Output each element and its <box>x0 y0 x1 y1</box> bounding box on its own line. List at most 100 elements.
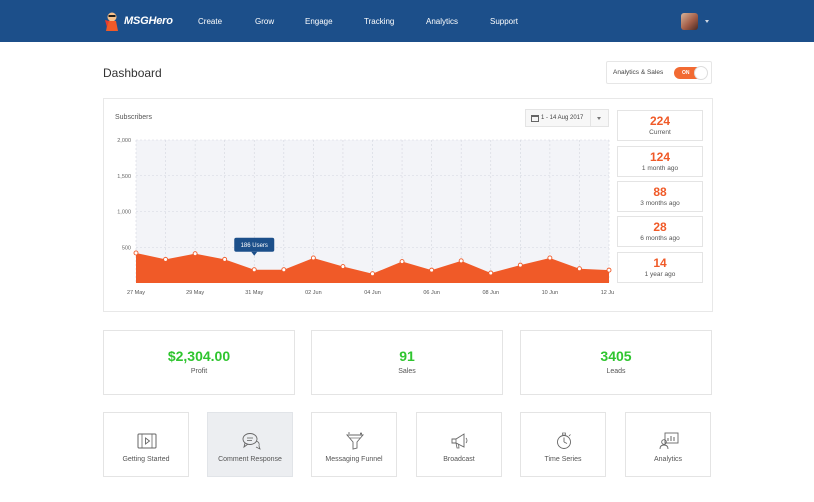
data-point <box>310 255 316 261</box>
data-point <box>517 262 523 268</box>
x-tick-label: 08 Jun <box>482 290 499 296</box>
data-point <box>192 251 198 257</box>
tile-label: Broadcast <box>443 456 475 463</box>
megaphone-icon <box>451 433 468 449</box>
subscribers-chart: 500 1,000 1,500 2,000 27 May 29 May 31 May 02 J… <box>117 138 614 296</box>
x-tick-label: 02 Jun <box>305 290 322 296</box>
y-tick-label: 1,500 <box>117 174 131 180</box>
data-point <box>251 267 257 273</box>
tile-label: Getting Started <box>122 456 170 463</box>
logo[interactable]: MSGHero <box>103 10 173 32</box>
nav-engage[interactable]: Engage <box>305 17 333 26</box>
stat-label: Current <box>649 129 671 136</box>
data-point <box>606 267 612 273</box>
nav-tracking[interactable]: Tracking <box>364 17 395 26</box>
calendar-icon <box>531 115 539 122</box>
stat-3-months-ago: 88 3 months ago <box>617 181 703 212</box>
stat-1-month-ago: 124 1 month ago <box>617 146 703 177</box>
chat-bubbles-icon <box>242 433 261 450</box>
funnel-icon <box>346 432 364 450</box>
stat-6-months-ago: 28 6 months ago <box>617 216 703 247</box>
data-point <box>547 255 553 261</box>
chevron-down-icon[interactable] <box>705 20 709 23</box>
stat-value: 14 <box>653 256 667 270</box>
x-tick-label: 27 May <box>127 290 145 296</box>
kpi-value: $2,304.00 <box>167 348 231 364</box>
tile-messaging-funnel[interactable]: Messaging Funnel <box>311 412 397 477</box>
x-tick-label: 12 Jun <box>601 290 614 296</box>
kpi-label: Sales <box>398 368 416 375</box>
nav-create[interactable]: Create <box>198 17 223 26</box>
stat-label: 3 months ago <box>640 200 680 207</box>
data-point <box>399 259 405 265</box>
tile-label: Comment Response <box>218 456 282 463</box>
stat-value: 28 <box>653 220 667 234</box>
stat-value: 224 <box>649 114 671 128</box>
date-range-value: 1 - 14 Aug 2017 <box>541 115 584 121</box>
kpi-label: Leads <box>606 368 626 375</box>
nav-analytics[interactable]: Analytics <box>426 17 459 26</box>
data-point <box>429 267 435 273</box>
data-point <box>281 267 287 273</box>
data-point <box>370 271 375 277</box>
stat-label: 1 year ago <box>644 271 676 278</box>
tile-analytics[interactable]: Analytics <box>625 412 711 477</box>
avatar[interactable] <box>681 13 698 30</box>
stat-value: 124 <box>649 150 671 164</box>
date-range-dropdown-button[interactable] <box>590 110 608 126</box>
x-tick-label: 29 May <box>186 290 204 296</box>
tile-label: Analytics <box>653 456 682 463</box>
data-point <box>488 270 494 276</box>
y-tick-label: 1,000 <box>117 210 131 216</box>
top-nav-bar: MSGHero Create Grow Engage Tracking Anal… <box>0 0 814 42</box>
data-point <box>163 256 169 262</box>
toggle-state: ON <box>682 70 690 76</box>
video-icon <box>137 433 157 449</box>
tooltip-text: 186 Users <box>241 243 268 249</box>
analytics-sales-toggle-box: Analytics & Sales ON <box>606 61 712 84</box>
tile-comment-response[interactable]: Comment Response <box>207 412 293 477</box>
x-tick-label: 10 Jun <box>542 290 559 296</box>
toggle-label: Analytics & Sales <box>613 69 664 76</box>
data-point <box>576 266 582 272</box>
tooltip-box <box>234 237 275 252</box>
tile-time-series[interactable]: Time Series <box>520 412 606 477</box>
stat-current: 224 Current <box>617 110 703 141</box>
data-point <box>133 250 139 256</box>
x-tick-label: 04 Jun <box>364 290 381 296</box>
tile-label: Messaging Funnel <box>325 456 383 463</box>
data-point <box>458 258 464 264</box>
kpi-value: 3405 <box>600 348 632 364</box>
page-title: Dashboard <box>103 66 162 80</box>
nav-grow[interactable]: Grow <box>255 17 275 26</box>
x-tick-label: 06 Jun <box>423 290 440 296</box>
y-tick-label: 500 <box>122 245 131 251</box>
analytics-user-icon <box>659 432 679 450</box>
date-range-select[interactable]: 1 - 14 Aug 2017 <box>525 109 609 127</box>
toggle-knob[interactable] <box>694 66 708 80</box>
tile-broadcast[interactable]: Broadcast <box>416 412 502 477</box>
brand-name: MSGHero <box>124 15 173 27</box>
tile-getting-started[interactable]: Getting Started <box>103 412 189 477</box>
kpi-sales: 91 Sales <box>311 330 503 395</box>
data-point <box>340 264 346 270</box>
nav-support[interactable]: Support <box>490 17 519 26</box>
stopwatch-icon <box>557 432 571 449</box>
stat-label: 6 months ago <box>640 235 680 242</box>
tile-label: Time Series <box>544 456 582 463</box>
kpi-profit: $2,304.00 Profit <box>103 330 295 395</box>
x-tick-label: 31 May <box>245 290 263 296</box>
subscribers-panel: Subscribers 1 - 14 Aug 2017 500 1,000 1,50… <box>103 98 713 312</box>
tooltip-pointer <box>251 251 258 256</box>
hero-mascot-icon <box>105 12 118 31</box>
y-tick-label: 2,000 <box>117 138 131 144</box>
kpi-label: Profit <box>190 368 208 375</box>
subscribers-title: Subscribers <box>115 114 152 121</box>
stat-label: 1 month ago <box>641 165 679 172</box>
chevron-down-icon <box>597 117 601 120</box>
stat-value: 88 <box>653 185 667 199</box>
analytics-sales-toggle[interactable]: ON <box>674 66 708 80</box>
series-area <box>136 252 609 283</box>
kpi-leads: 3405 Leads <box>520 330 712 395</box>
data-point <box>222 256 228 262</box>
